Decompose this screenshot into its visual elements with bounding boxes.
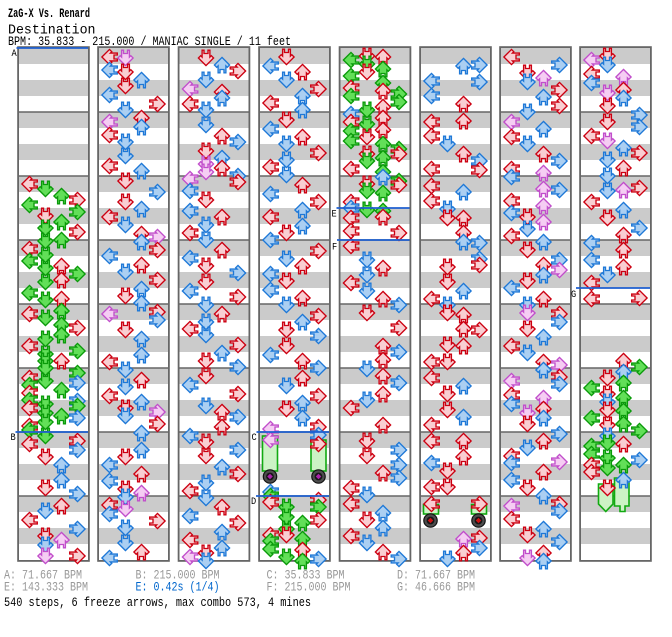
svg-text:A: A bbox=[12, 49, 17, 60]
svg-text:G: G bbox=[571, 290, 576, 301]
svg-text:D: D bbox=[251, 497, 256, 508]
svg-text:C: C bbox=[252, 433, 257, 444]
svg-text:F: 215.000 BPM: F: 215.000 BPM bbox=[267, 580, 351, 595]
svg-text:A: 71.667 BPM: A: 71.667 BPM bbox=[4, 568, 82, 583]
svg-text:C: 35.833 BPM: C: 35.833 BPM bbox=[267, 568, 345, 583]
svg-text:540 steps, 6 freeze arrows, ma: 540 steps, 6 freeze arrows, max combo 57… bbox=[4, 595, 311, 610]
svg-text:B: B bbox=[11, 433, 16, 444]
svg-text:Destination: Destination bbox=[8, 23, 96, 39]
svg-text:E: 143.333 BPM: E: 143.333 BPM bbox=[4, 580, 88, 595]
svg-text:G: 46.666 BPM: G: 46.666 BPM bbox=[397, 580, 475, 595]
svg-text:BPM: 35.833 - 215.000 / MANIAC: BPM: 35.833 - 215.000 / MANIAC SINGLE / … bbox=[8, 34, 291, 49]
svg-text:ZaG-X Vs. Renard: ZaG-X Vs. Renard bbox=[8, 7, 90, 21]
svg-text:B: 215.000 BPM: B: 215.000 BPM bbox=[136, 568, 220, 583]
svg-text:E: 0.42s (1/4): E: 0.42s (1/4) bbox=[136, 580, 220, 595]
svg-text:D: 71.667 BPM: D: 71.667 BPM bbox=[397, 568, 475, 583]
svg-text:E: E bbox=[332, 210, 337, 221]
svg-text:F: F bbox=[332, 243, 337, 254]
